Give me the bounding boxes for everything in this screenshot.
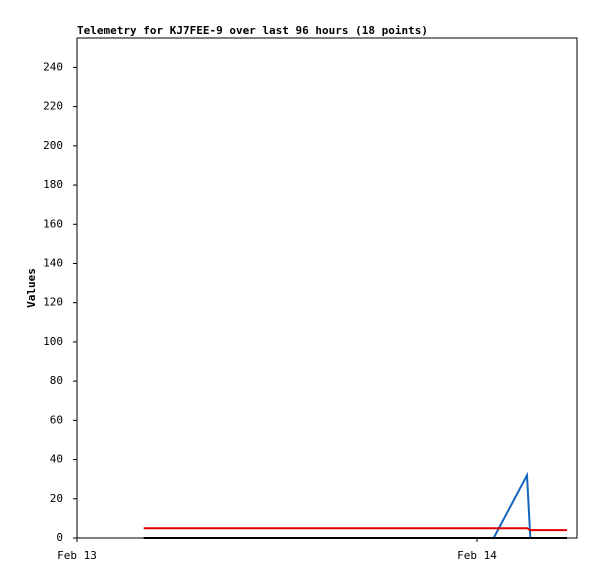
y-tick-label: 20 [50,492,63,505]
x-tick-label: Feb 14 [457,549,497,562]
y-tick-label: 60 [50,413,63,426]
y-tick-label: 140 [43,256,63,269]
chart-title: Telemetry for KJ7FEE-9 over last 96 hour… [77,24,428,37]
y-tick-label: 40 [50,453,63,466]
y-tick-label: 160 [43,217,63,230]
y-tick-label: 220 [43,100,63,113]
y-tick-label: 180 [43,178,63,191]
y-axis-label: Values [25,268,38,308]
x-tick-label: Feb 13 [57,549,97,562]
series-line [143,527,567,532]
y-tick-label: 80 [50,374,63,387]
y-tick-label: 200 [43,139,63,152]
y-tick-label: 120 [43,296,63,309]
y-tick-label: 100 [43,335,63,348]
y-tick-label: 240 [43,60,63,73]
y-tick-label: 0 [56,531,63,544]
